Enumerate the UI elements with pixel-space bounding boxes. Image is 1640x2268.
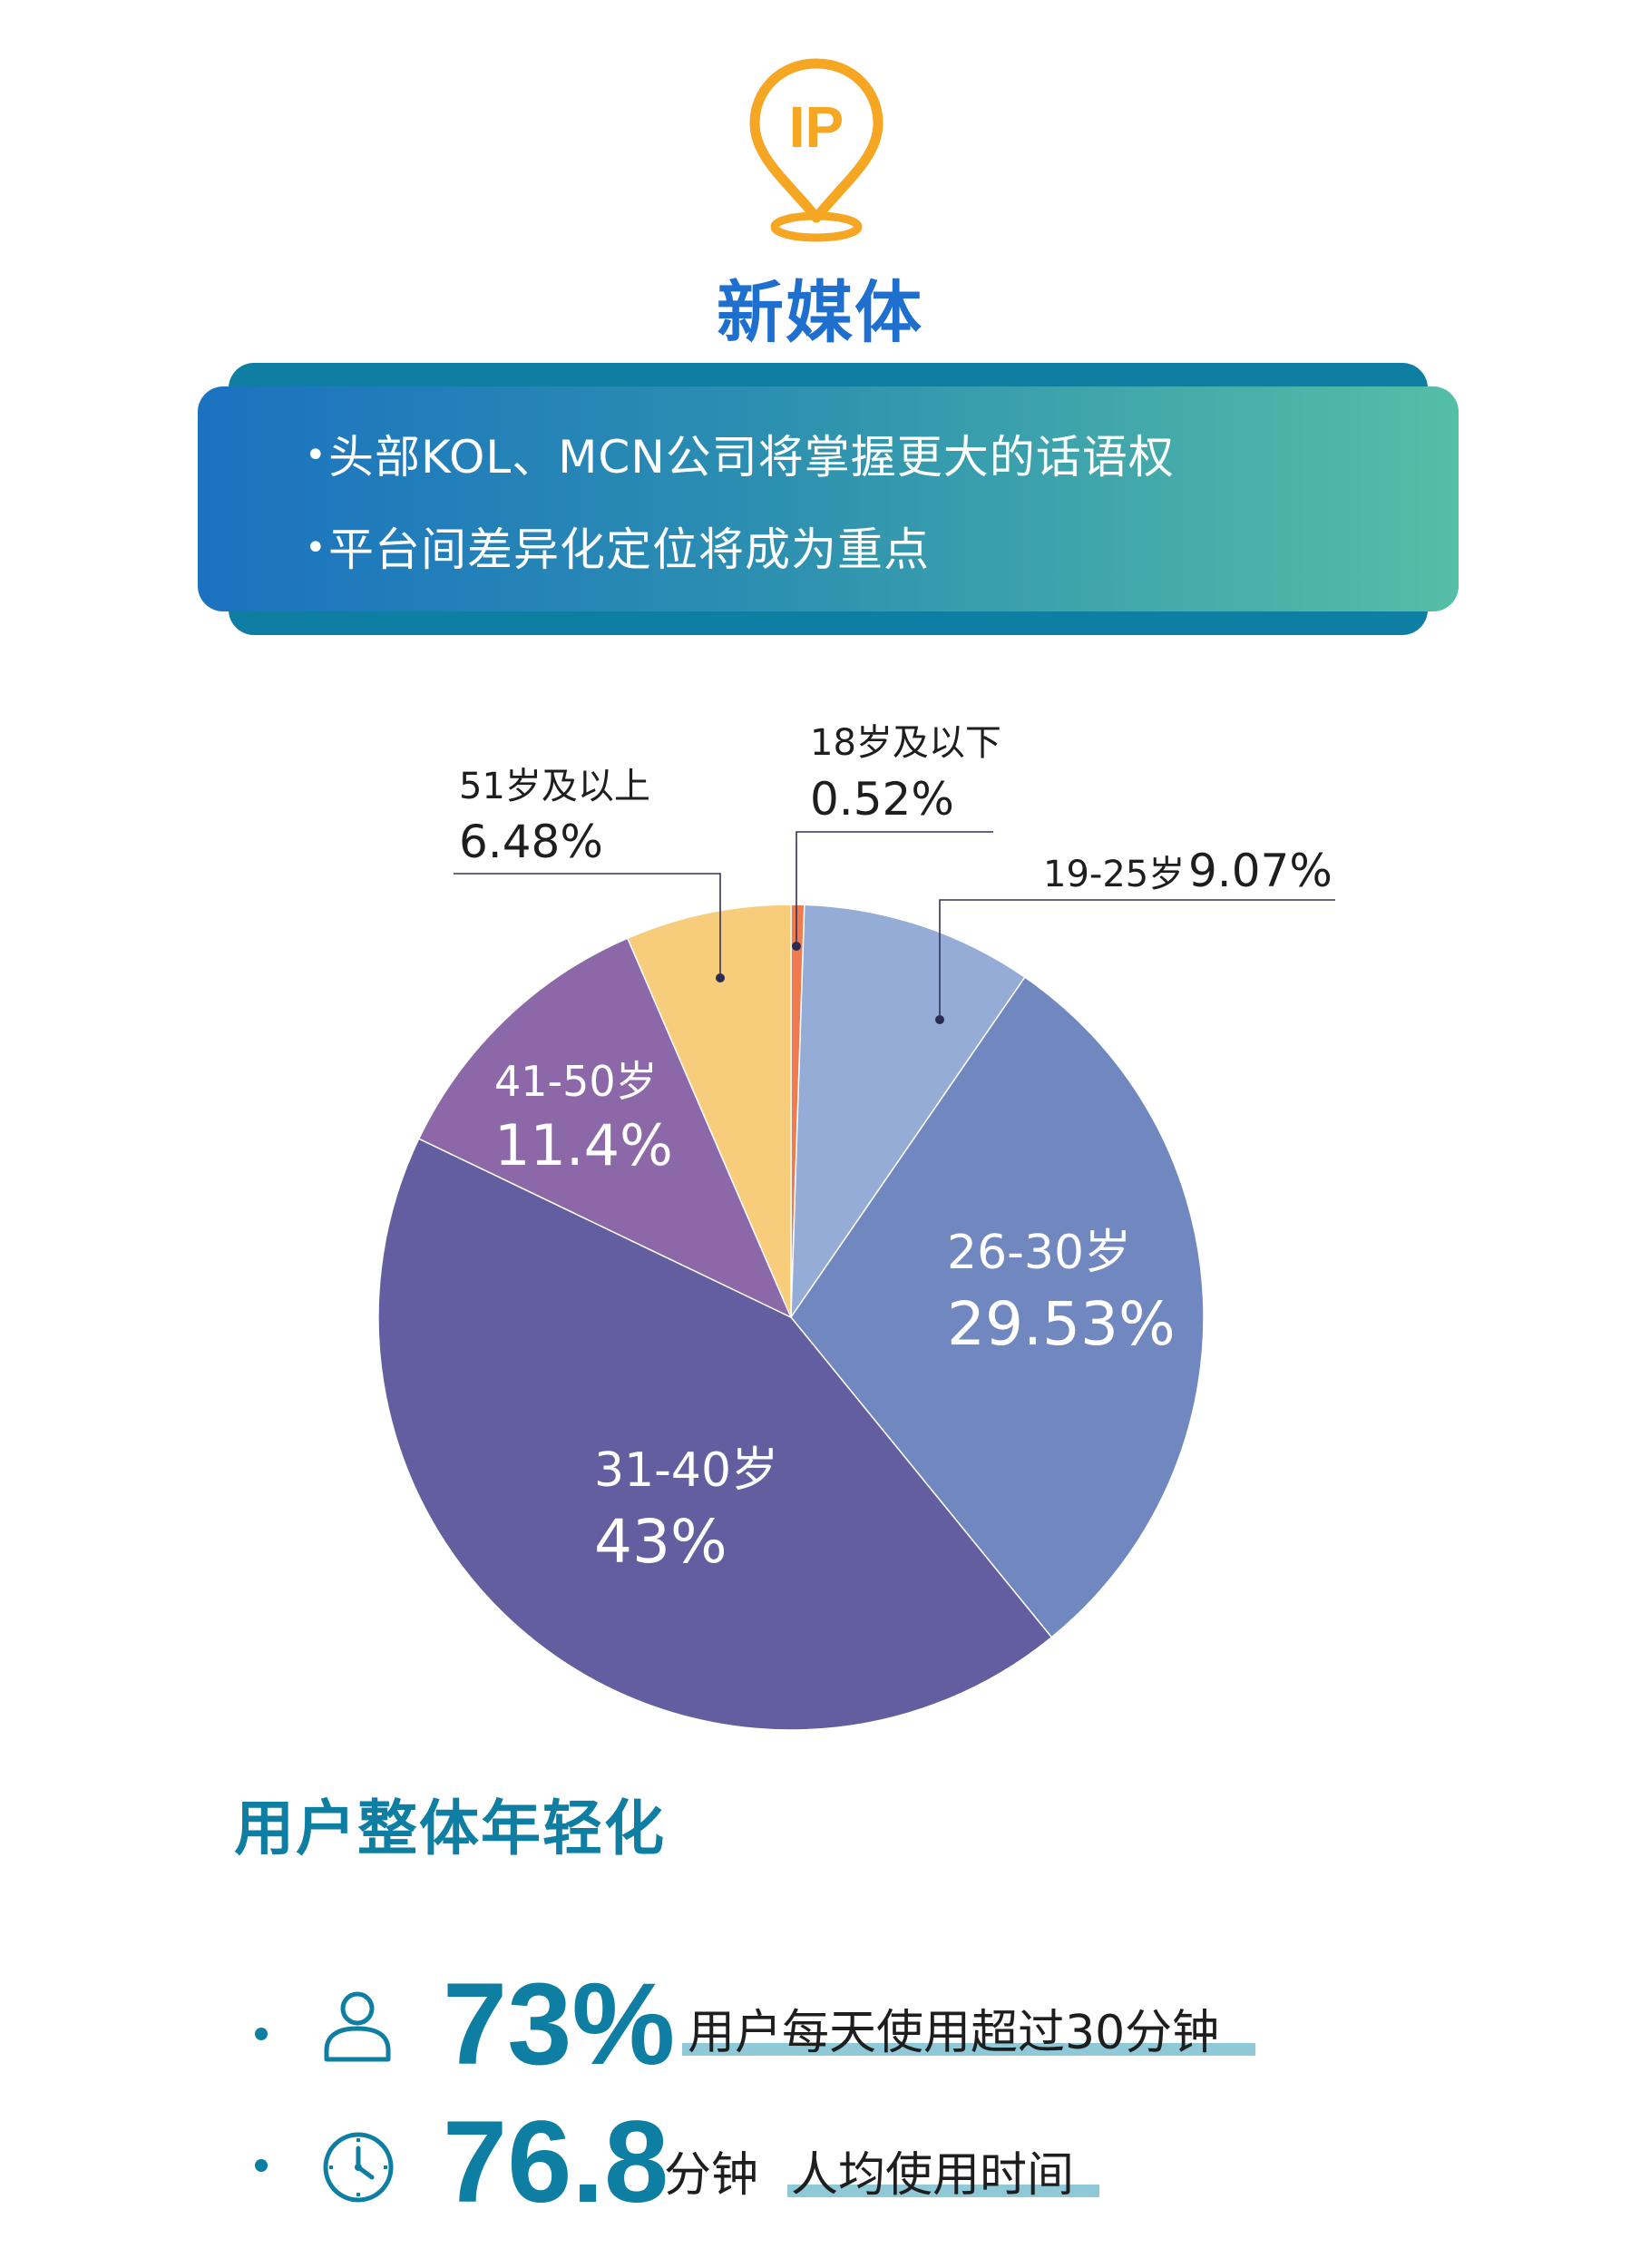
- highlight-underline: [682, 2043, 1255, 2056]
- value-label-0: 0.52%: [810, 773, 954, 826]
- stat-bullet-dot: [255, 2028, 268, 2040]
- key-points-banner: •头部KOL、MCN公司将掌握更大的话语权 •平台间差异化定位将成为重点: [198, 386, 1459, 611]
- value-label-4: 11.4%: [494, 1112, 673, 1178]
- stat-unit-minutes: 分钟: [664, 2148, 759, 2203]
- category-label-1: 19-25岁: [1043, 854, 1185, 895]
- stat-value-avg-time: 76.8: [443, 2097, 669, 2227]
- stat-description-avg-time: 人均使用时间: [791, 2148, 1075, 2203]
- category-label-2: 26-30岁: [947, 1226, 1131, 1280]
- stat-value-daily-users: 73%: [443, 1960, 676, 2089]
- banner-point-text: 头部KOL、MCN公司将掌握更大的话语权: [328, 431, 1175, 484]
- clock-icon: [323, 2132, 394, 2203]
- pie-slice-3: [377, 1138, 1053, 1731]
- stat-description-daily-users: 用户每天使用超过30分钟: [688, 2006, 1220, 2060]
- value-label-3: 43%: [594, 1507, 727, 1577]
- user-icon: [324, 1991, 391, 2062]
- pie-slice-4: [417, 937, 793, 1319]
- category-label-3: 31-40岁: [594, 1443, 778, 1498]
- pie-slice-2: [790, 976, 1205, 1638]
- category-label-4: 41-50岁: [494, 1057, 658, 1106]
- bullet-dot: •: [305, 527, 327, 569]
- banner-point-2: •平台间差异化定位将成为重点: [305, 513, 930, 579]
- leader-line-1: [939, 899, 1335, 1020]
- category-label-0: 18岁及以下: [810, 722, 1001, 764]
- pie-slice-5: [626, 904, 792, 1318]
- value-label-2: 29.53%: [947, 1289, 1176, 1359]
- value-label-5: 6.48%: [459, 816, 603, 868]
- bullet-dot: •: [305, 435, 327, 476]
- value-label-1: 9.07%: [1188, 845, 1332, 897]
- category-label-5: 51岁及以上: [459, 766, 650, 807]
- ip-icon-text: IP: [789, 94, 844, 160]
- ip-location-pin-icon: IP: [749, 58, 883, 242]
- banner-point-1: •头部KOL、MCN公司将掌握更大的话语权: [305, 421, 1175, 486]
- pie-slice-1: [790, 904, 1026, 1320]
- leader-line-5: [454, 873, 721, 978]
- leader-line-0: [796, 831, 993, 946]
- page-title: 新媒体: [717, 274, 923, 352]
- banner-point-text: 平台间差异化定位将成为重点: [328, 523, 930, 576]
- stat-bullet-dot: [255, 2159, 268, 2172]
- age-distribution-pie-chart: 18岁及以下 0.52% 19-25岁 9.07% 51岁及以上 6.48% 26-30岁 2…: [377, 722, 1335, 1731]
- highlight-underline: [787, 2185, 1099, 2197]
- section-subtitle: 用户整体年轻化: [234, 1794, 666, 1863]
